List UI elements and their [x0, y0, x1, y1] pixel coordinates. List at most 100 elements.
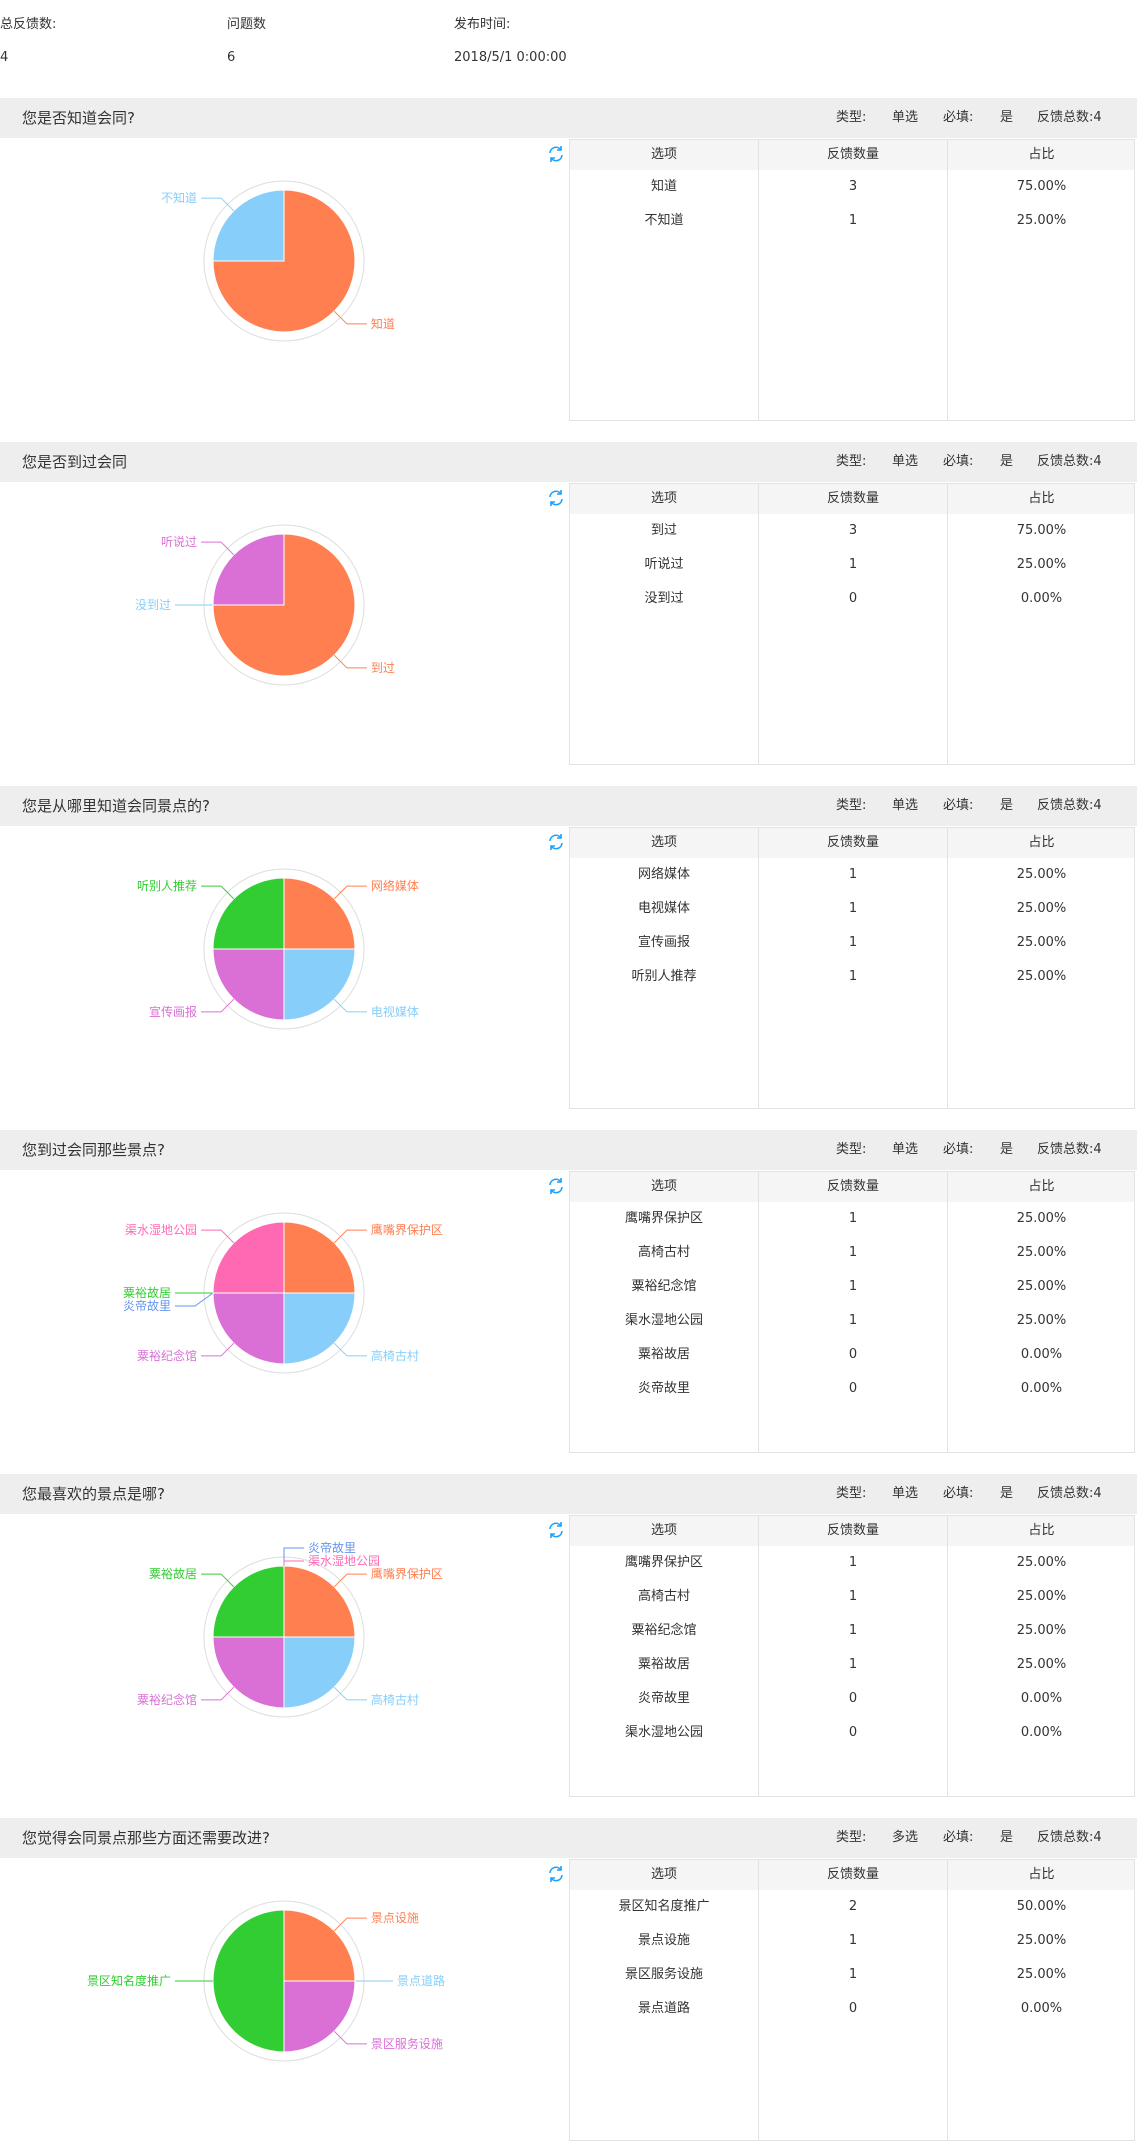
col-header-ratio: 占比 [1028, 835, 1055, 850]
pie-chart: 网络媒体 电视媒体 宣传画报 听别人推荐 [60, 832, 550, 1114]
table-header: 选项 反馈数量 占比 [570, 484, 1134, 514]
table-cell-count: 1 [848, 867, 858, 882]
pie-slice-label: 景点设施 [371, 1911, 419, 1925]
pie-slice-label: 鹰嘴界保护区 [371, 1222, 443, 1237]
feedback-total: 反馈总数:4 [1037, 110, 1102, 125]
pie-leader-line [175, 1292, 214, 1307]
feedback-total: 反馈总数:4 [1037, 454, 1102, 469]
pie-slice-label: 渠水湿地公园 [125, 1222, 197, 1237]
pie-slice-label: 知道 [371, 317, 395, 331]
pie-slice-label: 不知道 [161, 191, 197, 205]
table-cell-option: 粟裕故居 [637, 1657, 690, 1672]
pie-leader-line [333, 1229, 367, 1244]
col-header-option: 选项 [650, 1179, 677, 1194]
pie-chart: 到过 没到过 听说过 [60, 488, 550, 770]
table-cell-option: 景点道路 [637, 2001, 690, 2016]
pie-leader-line [283, 1560, 304, 1566]
pie-slice-label: 粟裕故居 [149, 1566, 197, 1581]
table-cell-ratio: 0.00% [1020, 591, 1063, 606]
table-cell-count: 0 [848, 1347, 858, 1362]
survey-summary: 总反馈数: 4 问题数 6 发布时间: 2018/5/1 0:00:00 [0, 0, 1137, 100]
table-header: 选项 反馈数量 占比 [570, 1516, 1134, 1546]
pie-slice-label: 炎帝故里 [308, 1540, 356, 1555]
type-value: 单选 [892, 798, 919, 813]
question-title: 您是从哪里知道会同景点的? [22, 797, 210, 815]
required-value: 是 [1000, 1486, 1014, 1501]
results-table: 选项 反馈数量 占比 景区知名度推广 2 50.00% 景点设施 1 25.00% 景区服务… [569, 1859, 1135, 2141]
pie-leader-line [201, 197, 235, 212]
refresh-icon[interactable] [546, 488, 566, 508]
required-value: 是 [1000, 110, 1014, 125]
table-cell-ratio: 25.00% [1016, 1211, 1067, 1226]
col-header-option: 选项 [650, 147, 677, 162]
question-title: 您是否知道会同? [22, 109, 135, 127]
column-divider [758, 828, 759, 1108]
pie-leader-line [201, 885, 235, 900]
type-value: 单选 [892, 1486, 919, 1501]
table-cell-ratio: 25.00% [1016, 1657, 1067, 1672]
table-cell-option: 景区知名度推广 [618, 1899, 710, 1914]
table-cell-ratio: 25.00% [1016, 213, 1067, 228]
table-cell-ratio: 25.00% [1016, 1279, 1067, 1294]
refresh-icon[interactable] [546, 1176, 566, 1196]
required-value: 是 [1000, 798, 1014, 813]
refresh-icon[interactable] [546, 1864, 566, 1884]
table-cell-option: 没到过 [644, 591, 684, 606]
required-value: 是 [1000, 1830, 1014, 1845]
column-divider [758, 484, 759, 764]
required-label: 必填: [943, 1142, 974, 1157]
publish-time-label: 发布时间: [454, 17, 511, 32]
table-cell-count: 1 [848, 1967, 858, 1982]
pie-slice-label: 电视媒体 [371, 1004, 419, 1019]
table-cell-option: 知道 [650, 179, 677, 194]
pie-slice[interactable] [212, 189, 285, 262]
table-cell-ratio: 25.00% [1016, 1555, 1067, 1570]
required-label: 必填: [943, 798, 974, 813]
pie-slice-label: 宣传画报 [149, 1004, 197, 1019]
table-cell-option: 粟裕纪念馆 [631, 1279, 697, 1294]
col-header-option: 选项 [650, 491, 677, 506]
question-title: 您最喜欢的景点是哪? [22, 1485, 165, 1503]
pie-slice-label: 到过 [371, 661, 395, 675]
question-block: 您最喜欢的景点是哪? 类型: 单选 必填: 是 反馈总数:4 鹰嘴界保护区 高椅古… [0, 1474, 1137, 1802]
refresh-icon[interactable] [546, 832, 566, 852]
publish-time-value: 2018/5/1 0:00:00 [454, 50, 567, 65]
type-label: 类型: [836, 110, 867, 125]
table-cell-option: 网络媒体 [637, 867, 690, 882]
pie-leader-line [333, 1917, 367, 1932]
column-divider [947, 1516, 948, 1796]
results-table: 选项 反馈数量 占比 鹰嘴界保护区 1 25.00% 高椅古村 1 25.00% 粟裕纪念馆… [569, 1515, 1135, 1797]
type-value: 单选 [892, 1142, 919, 1157]
pie-slice-label: 景区知名度推广 [87, 1973, 171, 1988]
pie-slice-label: 没到过 [135, 597, 171, 612]
table-cell-ratio: 25.00% [1016, 557, 1067, 572]
type-value: 多选 [892, 1830, 919, 1845]
feedback-total: 反馈总数:4 [1037, 1486, 1102, 1501]
table-cell-option: 到过 [650, 523, 677, 538]
table-cell-count: 1 [848, 969, 858, 984]
col-header-count: 反馈数量 [826, 1179, 879, 1194]
col-header-option: 选项 [650, 1867, 677, 1882]
type-value: 单选 [892, 110, 919, 125]
refresh-icon[interactable] [546, 1520, 566, 1540]
col-header-count: 反馈数量 [826, 1867, 879, 1882]
feedback-total: 反馈总数:4 [1037, 1142, 1102, 1157]
pie-slice-label: 粟裕故居 [123, 1285, 171, 1300]
table-cell-option: 景区服务设施 [624, 1967, 703, 1982]
question-block: 您是否到过会同 类型: 单选 必填: 是 反馈总数:4 到过 没到过 听说过 选项 … [0, 442, 1137, 770]
table-cell-ratio: 25.00% [1016, 1313, 1067, 1328]
col-header-option: 选项 [650, 1523, 677, 1538]
table-cell-count: 2 [848, 1899, 858, 1914]
question-title: 您觉得会同景点那些方面还需要改进? [22, 1829, 270, 1847]
table-cell-option: 电视媒体 [637, 901, 690, 916]
table-cell-count: 1 [848, 1279, 858, 1294]
table-cell-option: 鹰嘴界保护区 [624, 1555, 703, 1570]
column-divider [758, 1516, 759, 1796]
col-header-ratio: 占比 [1028, 1179, 1055, 1194]
col-header-count: 反馈数量 [826, 835, 879, 850]
type-label: 类型: [836, 798, 867, 813]
type-label: 类型: [836, 1486, 867, 1501]
column-divider [758, 1860, 759, 2140]
refresh-icon[interactable] [546, 144, 566, 164]
table-cell-option: 粟裕纪念馆 [631, 1623, 697, 1638]
